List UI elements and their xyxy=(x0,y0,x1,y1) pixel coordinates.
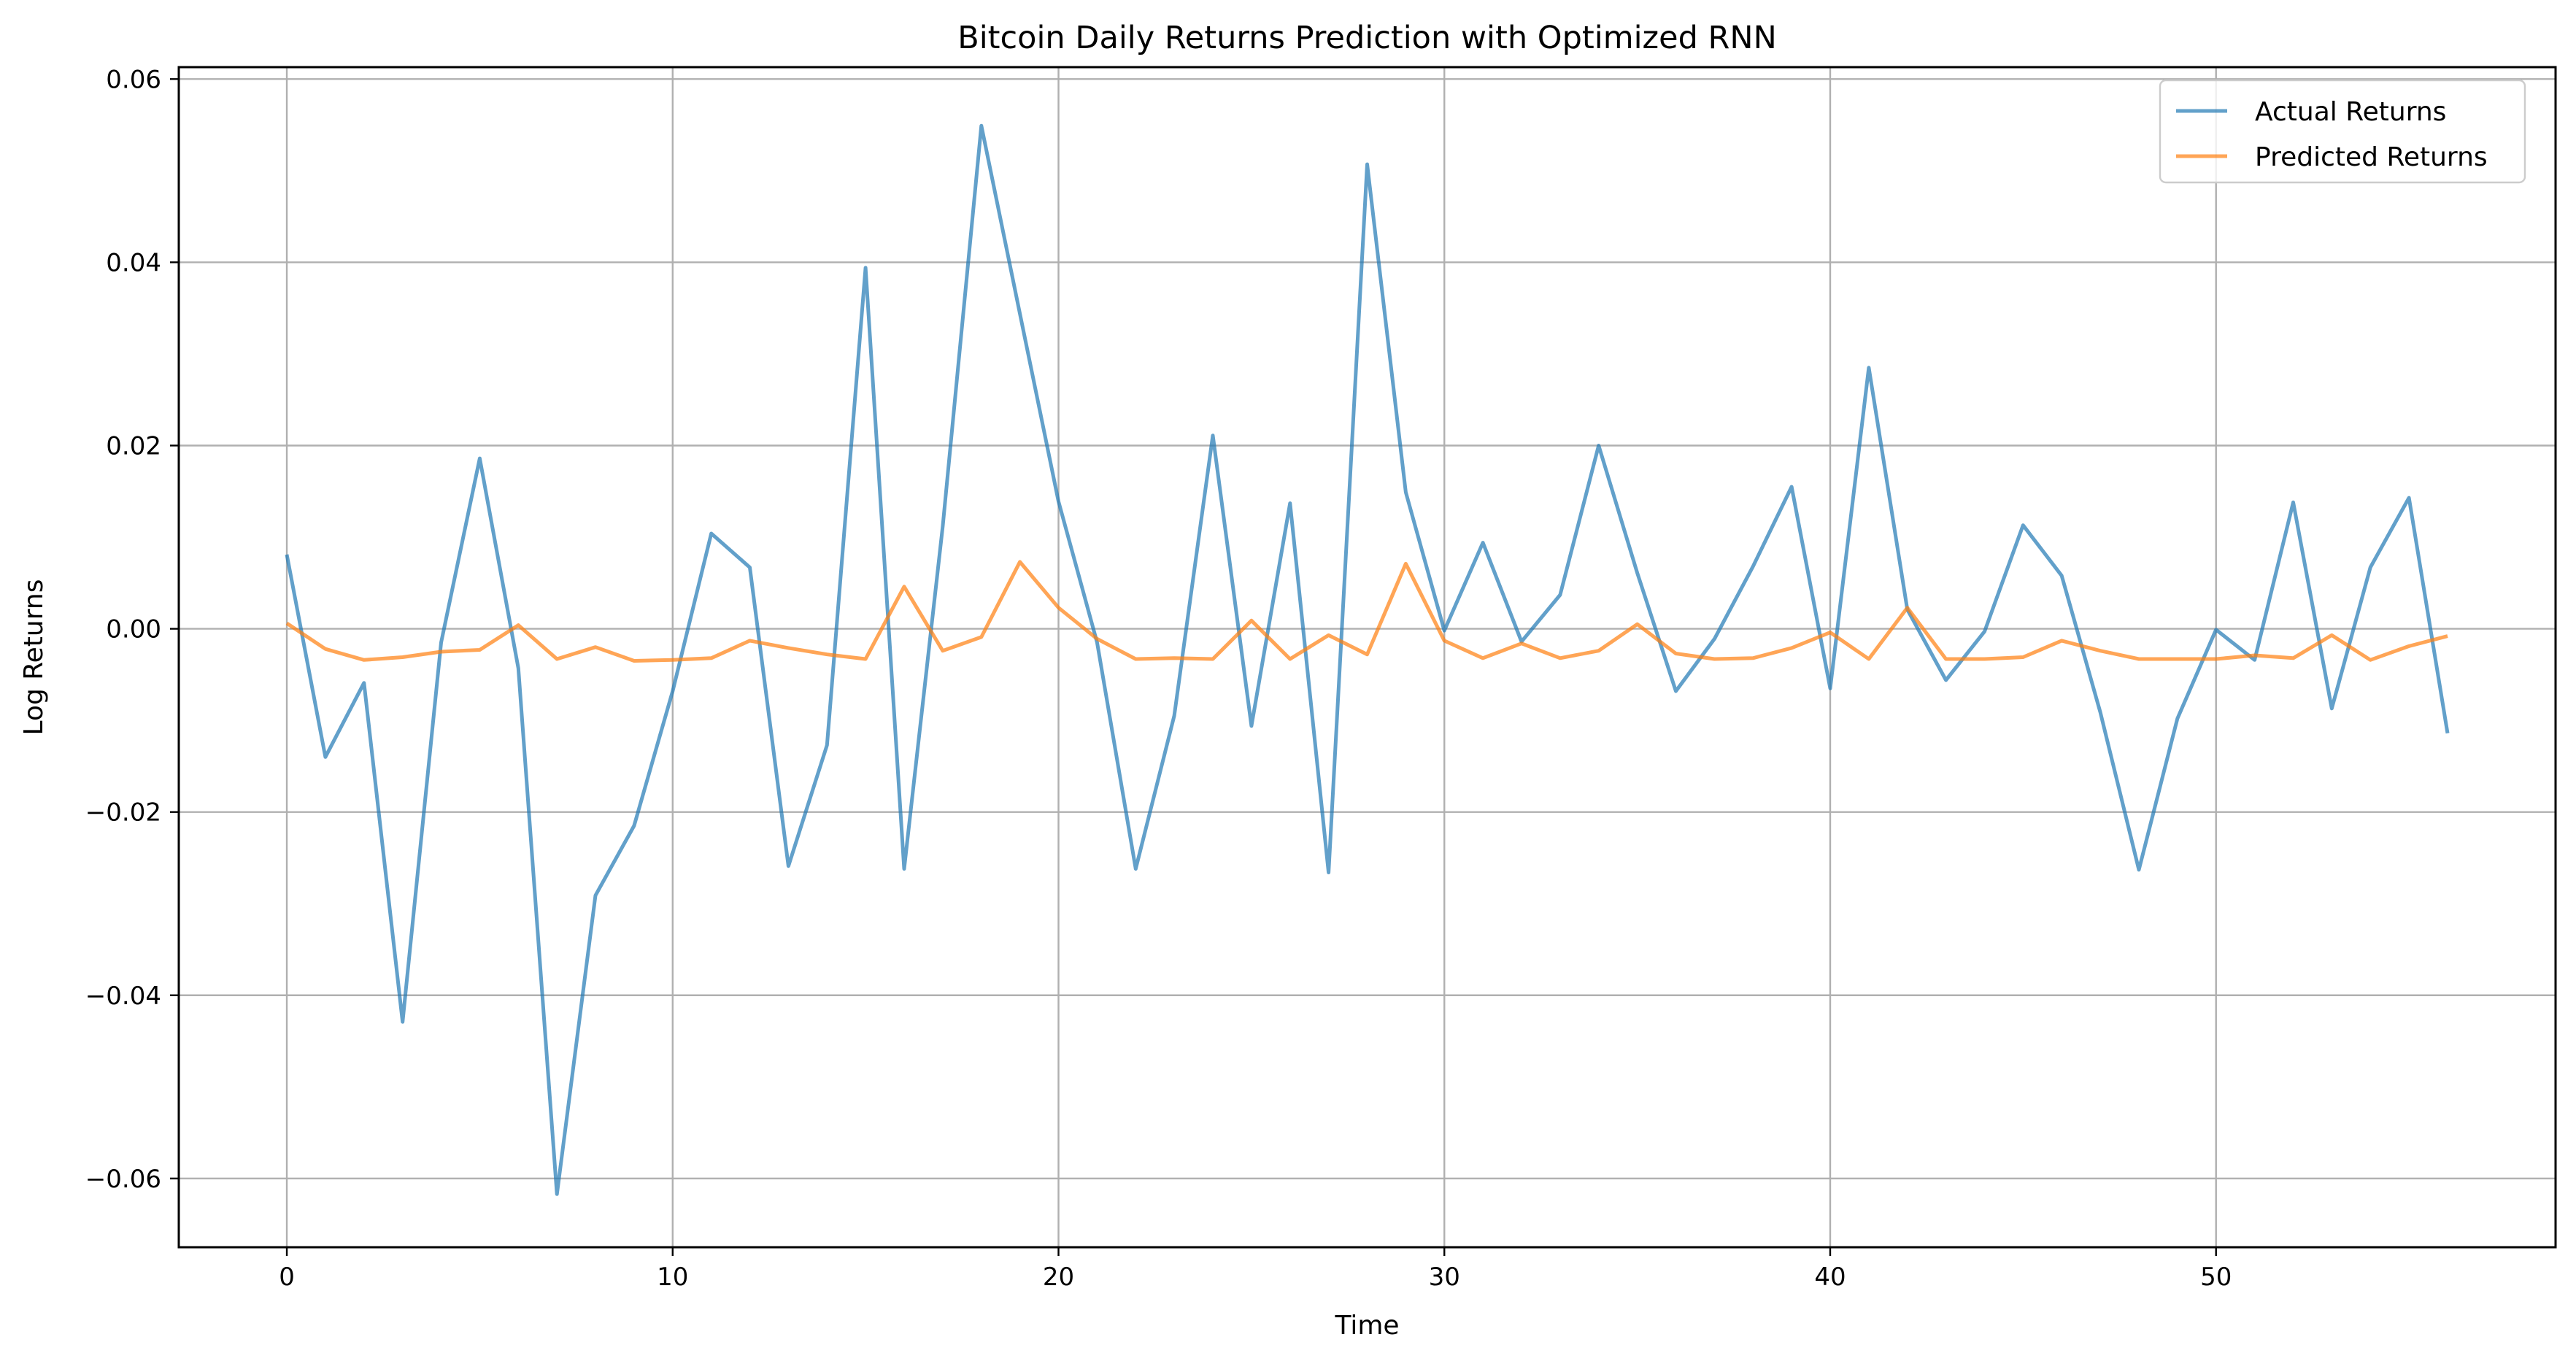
legend-box xyxy=(2159,79,2526,184)
legend: Actual Returns Predicted Returns xyxy=(2159,79,2526,184)
series-line-predicted-returns xyxy=(285,560,2448,663)
axis-ticks: 0 10 20 30 40 50 0.06 0.04 0.02 0.00 −0.02 −0.04 −0.… xyxy=(85,65,2232,1292)
x-axis-label: Time xyxy=(1334,1311,1399,1341)
y-tick-label: −0.02 xyxy=(85,798,161,828)
x-tick-label: 20 xyxy=(1043,1263,1074,1292)
y-axis-label: Log Returns xyxy=(19,579,49,736)
x-tick-label: 0 xyxy=(279,1263,295,1292)
series-line-actual-returns xyxy=(285,123,2450,1196)
x-tick-label: 50 xyxy=(2200,1263,2232,1292)
legend-label-predicted-returns: Predicted Returns xyxy=(2255,142,2488,172)
legend-label-actual-returns: Actual Returns xyxy=(2255,97,2446,127)
y-tick-label: 0.04 xyxy=(106,248,161,277)
x-tick-label: 10 xyxy=(657,1263,688,1292)
y-tick-label: 0.02 xyxy=(106,431,161,461)
x-tick-label: 30 xyxy=(1429,1263,1460,1292)
y-tick-label: 0.00 xyxy=(106,615,161,644)
chart-title: Bitcoin Daily Returns Prediction with Op… xyxy=(957,20,1777,56)
x-tick-label: 40 xyxy=(1814,1263,1846,1292)
y-tick-label: −0.06 xyxy=(85,1165,161,1194)
plot-frame xyxy=(177,66,2557,1249)
series-lines xyxy=(285,123,2450,1196)
y-tick-label: 0.06 xyxy=(106,65,161,94)
y-tick-label: −0.04 xyxy=(85,982,161,1011)
